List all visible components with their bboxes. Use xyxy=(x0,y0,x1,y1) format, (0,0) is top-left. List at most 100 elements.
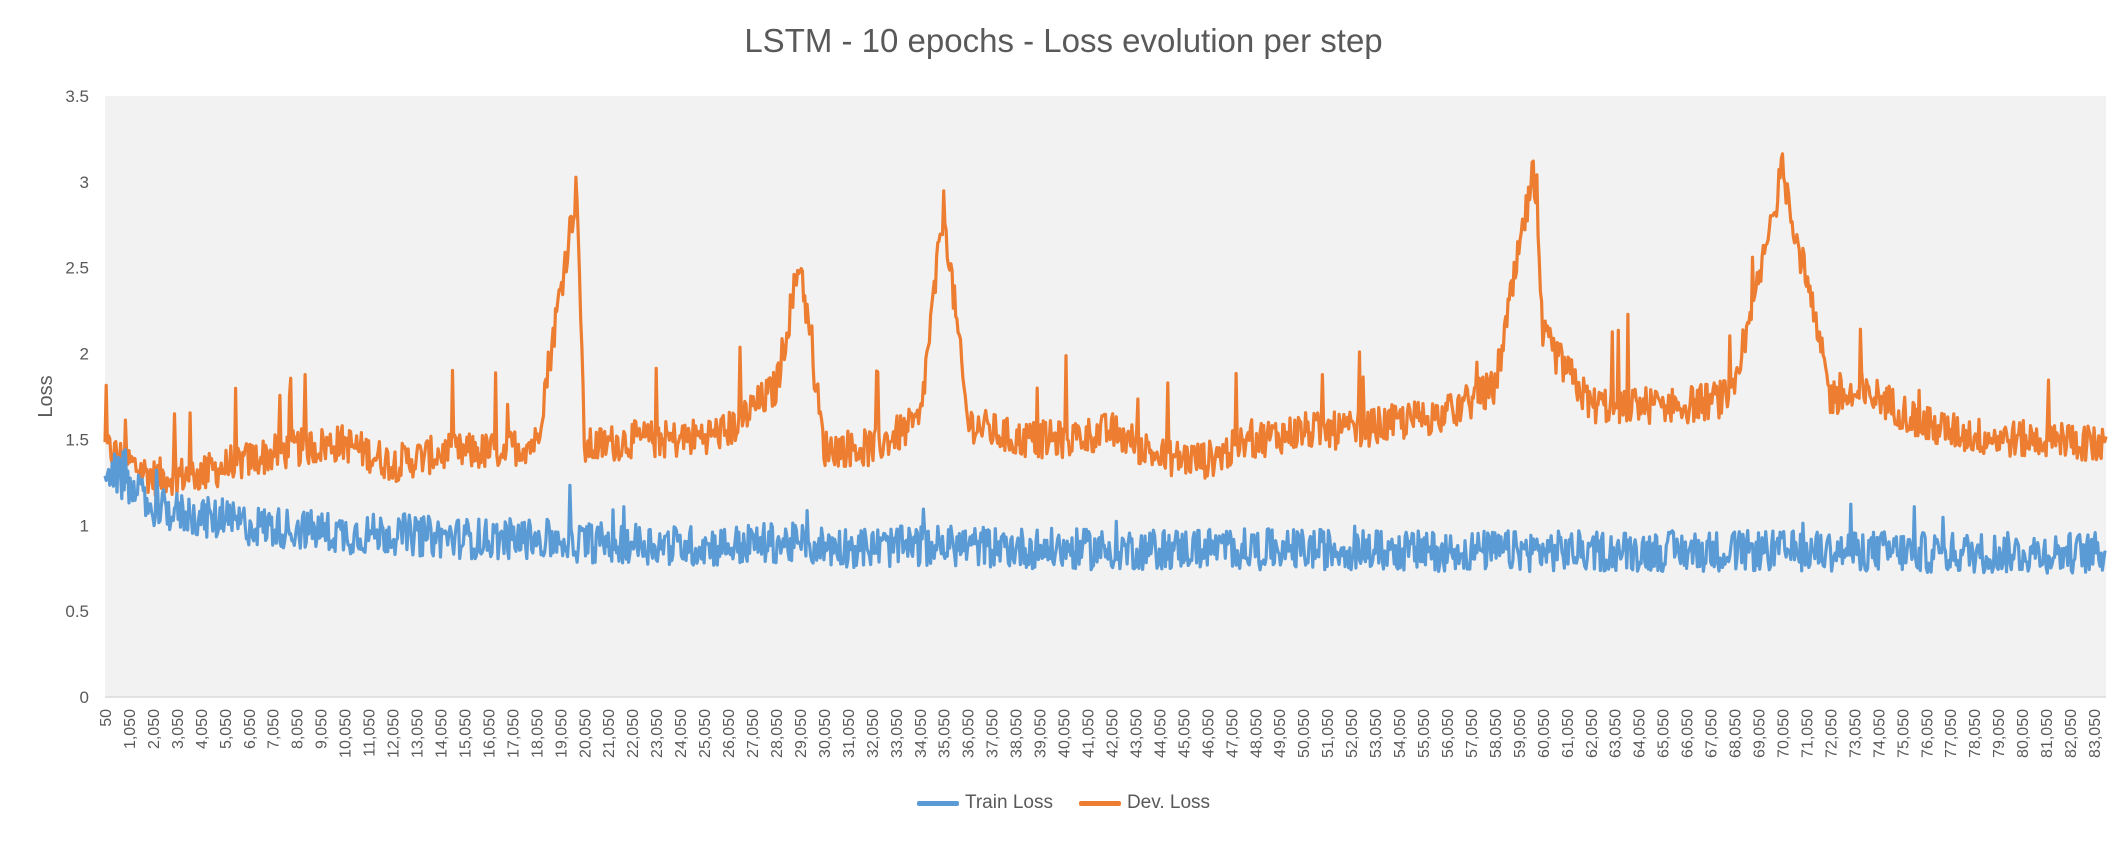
x-tick-label: 15,050 xyxy=(457,709,474,758)
y-tick-label: 0 xyxy=(80,688,89,707)
x-tick-label: 29,050 xyxy=(793,709,810,758)
x-tick-label: 67,050 xyxy=(1704,709,1721,758)
legend-item-dev[interactable]: Dev. Loss xyxy=(1078,792,1211,814)
x-tick-label: 65,050 xyxy=(1656,709,1673,758)
x-tick-label: 11,050 xyxy=(362,709,379,757)
x-tick-label: 75,050 xyxy=(1895,709,1912,758)
legend-swatch-dev xyxy=(1078,800,1121,806)
x-tick-label: 47,050 xyxy=(1224,709,1241,758)
plot-area xyxy=(105,96,2106,697)
x-tick-label: 38,050 xyxy=(1009,709,1026,758)
x-tick-label: 76,050 xyxy=(1919,709,1936,758)
series-layer xyxy=(103,152,2108,575)
x-tick-label: 18,050 xyxy=(529,709,546,758)
x-tick-label: 60,050 xyxy=(1536,709,1553,758)
x-tick-label: 34,050 xyxy=(913,709,930,758)
x-tick-label: 80,050 xyxy=(2015,709,2032,758)
x-tick-label: 54,050 xyxy=(1392,709,1409,758)
x-tick-label: 61,050 xyxy=(1560,709,1577,758)
x-tick-label: 71,050 xyxy=(1799,709,1816,758)
y-tick-label: 2.5 xyxy=(65,259,89,278)
x-tick-label: 56,050 xyxy=(1440,709,1457,758)
x-tick-label: 70,050 xyxy=(1775,709,1792,758)
x-tick-label: 3,050 xyxy=(170,709,187,749)
x-tick-label: 49,050 xyxy=(1272,709,1289,758)
series-line-train-loss xyxy=(103,448,2107,575)
x-tick-label: 69,050 xyxy=(1752,709,1769,758)
x-tick-label: 2,050 xyxy=(146,709,163,749)
y-tick-label: 1 xyxy=(80,516,89,535)
x-tick-label: 6,050 xyxy=(242,709,259,749)
x-tick-label: 68,050 xyxy=(1728,709,1745,758)
x-tick-label: 63,050 xyxy=(1608,709,1625,758)
x-tick-label: 37,050 xyxy=(985,709,1002,758)
x-tick-label: 1,050 xyxy=(122,709,139,749)
x-tick-label: 25,050 xyxy=(697,709,714,758)
x-tick-label: 77,050 xyxy=(1943,709,1960,758)
x-tick-label: 28,050 xyxy=(769,709,786,758)
x-tick-label: 30,050 xyxy=(817,709,834,758)
x-tick-label: 27,050 xyxy=(745,709,762,758)
x-tick-label: 16,050 xyxy=(481,709,498,758)
x-tick-label: 45,050 xyxy=(1176,709,1193,758)
y-tick-label: 3 xyxy=(80,173,89,192)
x-tick-label: 14,050 xyxy=(433,709,450,758)
x-tick-label: 21,050 xyxy=(601,709,618,758)
x-tick-label: 74,050 xyxy=(1871,709,1888,758)
y-tick-label: 1.5 xyxy=(65,430,89,449)
y-tick-label: 3.5 xyxy=(65,87,89,106)
x-tick-label: 12,050 xyxy=(386,709,403,758)
x-tick-label: 46,050 xyxy=(1200,709,1217,758)
x-tick-label: 83,050 xyxy=(2087,709,2104,758)
x-tick-label: 79,050 xyxy=(1991,709,2008,758)
legend-item-train[interactable]: Train Loss xyxy=(916,792,1053,814)
y-axis-ticks: 0 0.5 1 1.5 2 2.5 3 3.5 xyxy=(65,87,89,707)
series-line-dev-loss xyxy=(103,152,2108,497)
x-tick-label: 48,050 xyxy=(1248,709,1265,758)
x-tick-label: 40,050 xyxy=(1057,709,1074,758)
x-tick-label: 57,050 xyxy=(1464,709,1481,758)
x-tick-label: 10,050 xyxy=(338,709,355,758)
x-tick-label: 17,050 xyxy=(505,709,522,758)
x-tick-label: 26,050 xyxy=(721,709,738,758)
x-tick-label: 22,050 xyxy=(625,709,642,758)
legend-label-train: Train Loss xyxy=(964,792,1053,813)
x-tick-label: 43,050 xyxy=(1128,709,1145,758)
legend-label-dev: Dev. Loss xyxy=(1126,792,1211,813)
x-tick-label: 42,050 xyxy=(1104,709,1121,758)
x-tick-label: 52,050 xyxy=(1344,709,1361,758)
x-tick-label: 55,050 xyxy=(1416,709,1433,758)
x-tick-label: 44,050 xyxy=(1152,709,1169,758)
x-tick-label: 31,050 xyxy=(841,709,858,758)
x-tick-label: 82,050 xyxy=(2063,709,2080,758)
x-tick-label: 62,050 xyxy=(1584,709,1601,758)
x-tick-label: 50 xyxy=(98,709,115,727)
x-tick-label: 23,050 xyxy=(649,709,666,758)
x-axis-ticks: 50 1,050 2,050 3,050 4,050 5,050 6,050 7,050 8,0… xyxy=(98,709,2104,758)
x-tick-label: 51,050 xyxy=(1320,709,1337,758)
legend-swatch-train xyxy=(916,800,959,806)
chart-title: LSTM - 10 epochs - Loss evolution per st… xyxy=(744,22,1383,59)
x-tick-label: 24,050 xyxy=(673,709,690,758)
x-tick-label: 35,050 xyxy=(937,709,954,758)
x-tick-label: 72,050 xyxy=(1823,709,1840,758)
x-tick-label: 9,050 xyxy=(314,709,331,749)
x-tick-label: 19,050 xyxy=(553,709,570,758)
x-tick-label: 81,050 xyxy=(2039,709,2056,758)
x-tick-label: 59,050 xyxy=(1512,709,1529,758)
y-tick-label: 2 xyxy=(80,345,89,364)
x-tick-label: 41,050 xyxy=(1081,709,1098,758)
x-tick-label: 8,050 xyxy=(290,709,307,749)
x-tick-label: 73,050 xyxy=(1847,709,1864,758)
x-tick-label: 39,050 xyxy=(1033,709,1050,758)
y-axis-label: Loss xyxy=(35,375,57,417)
x-tick-label: 32,050 xyxy=(865,709,882,758)
x-tick-label: 78,050 xyxy=(1967,709,1984,758)
x-tick-label: 66,050 xyxy=(1680,709,1697,758)
x-tick-label: 20,050 xyxy=(577,709,594,758)
x-tick-label: 36,050 xyxy=(961,709,978,758)
x-tick-label: 4,050 xyxy=(194,709,211,749)
x-tick-label: 5,050 xyxy=(218,709,235,749)
x-tick-label: 58,050 xyxy=(1488,709,1505,758)
